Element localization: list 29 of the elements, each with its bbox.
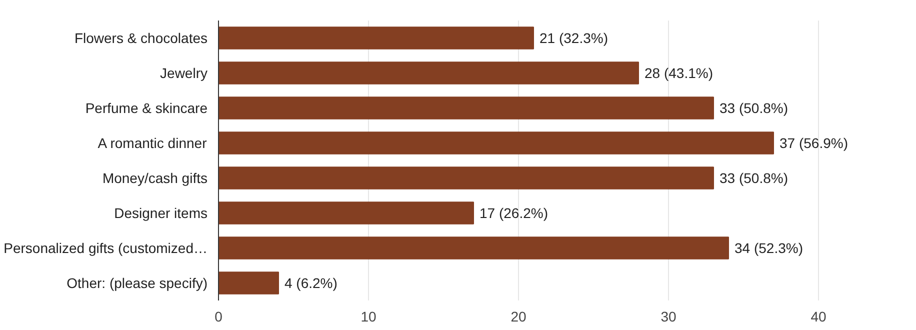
bar [218, 26, 534, 50]
y-tick-label: Jewelry [160, 65, 208, 81]
bar [218, 96, 714, 120]
bar [218, 272, 279, 294]
y-tick-label: Other: (please specify) [66, 275, 208, 291]
y-tick-label: A romantic dinner [98, 135, 208, 151]
data-label: 28 (43.1%) [644, 65, 713, 81]
data-label: 33 (50.8%) [720, 100, 788, 116]
y-tick-label: Personalized gifts (customized… [4, 240, 208, 256]
x-tick-label: 20 [510, 308, 526, 324]
data-label: 33 (50.8%) [720, 170, 788, 186]
y-tick-label: Flowers & chocolates [74, 30, 208, 46]
data-label: 37 (56.9%) [780, 135, 848, 151]
bar [218, 62, 639, 84]
x-tick-label: 10 [360, 308, 376, 324]
y-tick-label: Money/cash gifts [102, 170, 208, 186]
y-tick-label: Designer items [114, 205, 208, 221]
x-tick-label: 30 [660, 308, 676, 324]
data-label: 34 (52.3%) [734, 240, 803, 256]
x-tick-label: 0 [214, 308, 223, 324]
y-tick-label: Perfume & skincare [85, 100, 208, 116]
x-tick-label: 40 [810, 308, 826, 324]
data-label: 4 (6.2%) [284, 275, 338, 291]
bar [218, 132, 774, 154]
bar [218, 236, 729, 260]
bar [218, 166, 714, 190]
bar [218, 202, 474, 224]
data-label: 17 (26.2%) [480, 205, 548, 221]
data-label: 21 (32.3%) [540, 30, 608, 46]
